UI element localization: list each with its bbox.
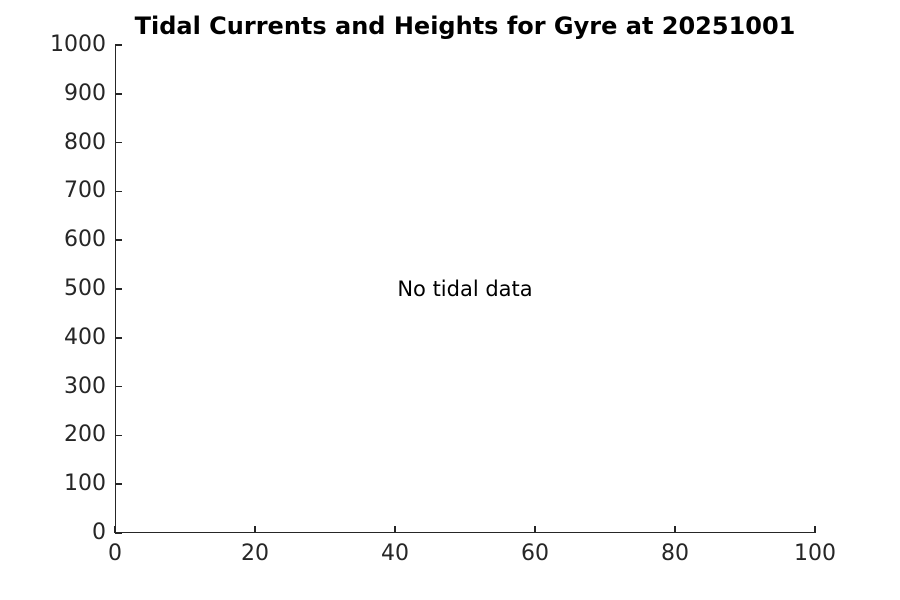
y-tick-mark — [115, 239, 122, 241]
y-tick-label: 200 — [64, 422, 106, 448]
x-tick-label: 40 — [381, 541, 409, 566]
x-tick-label: 20 — [241, 541, 269, 566]
x-tick-mark — [254, 526, 256, 533]
y-tick-mark — [115, 483, 122, 485]
x-tick-mark — [674, 526, 676, 533]
y-tick-label: 0 — [92, 520, 106, 545]
y-tick-mark — [115, 44, 122, 46]
y-tick-mark — [115, 93, 122, 95]
x-tick-mark — [114, 526, 116, 533]
x-tick-label: 100 — [794, 541, 836, 566]
y-tick-mark — [115, 141, 122, 144]
x-tick-label: 80 — [661, 541, 689, 566]
x-tick-label: 60 — [521, 541, 549, 566]
x-tick-label: 0 — [108, 541, 122, 566]
y-tick-label: 500 — [64, 276, 106, 301]
y-tick-label: 1000 — [50, 32, 106, 57]
y-tick-label: 100 — [64, 471, 106, 497]
y-tick-mark — [115, 288, 122, 290]
x-tick-mark — [814, 526, 816, 533]
x-tick-mark — [534, 526, 536, 533]
y-tick-mark — [115, 434, 122, 437]
y-tick-label: 700 — [64, 178, 106, 204]
plot-area — [115, 45, 815, 533]
no-data-annotation: No tidal data — [397, 277, 533, 301]
chart-title: Tidal Currents and Heights for Gyre at 2… — [134, 12, 796, 40]
y-tick-label: 900 — [64, 80, 106, 106]
y-tick-mark — [115, 337, 122, 339]
y-tick-label: 400 — [64, 324, 106, 350]
y-tick-label: 300 — [64, 373, 106, 399]
y-tick-mark — [115, 532, 122, 534]
y-tick-mark — [115, 385, 122, 388]
y-tick-mark — [115, 190, 122, 193]
y-tick-label: 800 — [64, 129, 106, 155]
y-tick-label: 600 — [64, 227, 106, 253]
x-tick-mark — [394, 526, 396, 533]
